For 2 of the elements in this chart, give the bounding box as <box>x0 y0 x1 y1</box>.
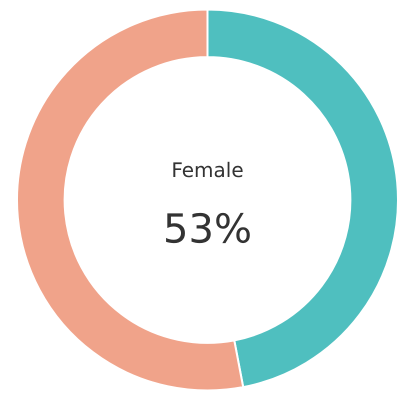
data-label: 53% <box>163 206 252 252</box>
slice-label: Female <box>171 158 244 182</box>
